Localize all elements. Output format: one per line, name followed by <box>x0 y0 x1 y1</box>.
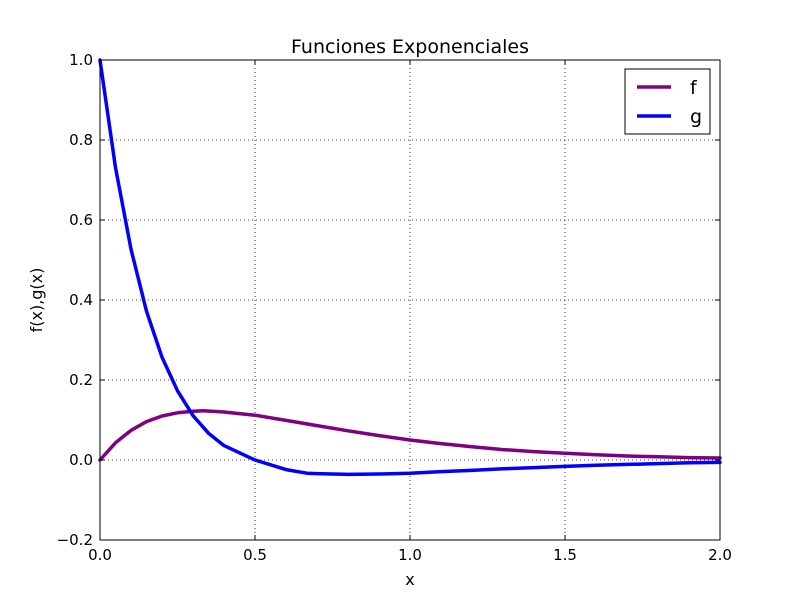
chart-title: Funciones Exponenciales <box>291 36 529 58</box>
series-layer <box>98 58 722 477</box>
y-tick-label: 0.2 <box>69 371 93 389</box>
legend-box <box>624 68 711 135</box>
legend: fg <box>624 68 711 135</box>
series-line-g <box>98 58 722 477</box>
legend-label-g: g <box>690 106 702 128</box>
x-axis-label: x <box>405 570 414 589</box>
y-tick-label: 0.6 <box>69 211 93 229</box>
y-tick-label: 0.4 <box>69 291 93 309</box>
ticks: 0.0 0.5 1.0 1.5 2.0−0.20.00.20.40.60.81.0 <box>57 51 732 564</box>
x-tick-label: 2.0 <box>708 546 732 564</box>
y-tick-label: 0.8 <box>69 131 93 149</box>
series-line-f <box>98 409 722 462</box>
grid <box>100 60 720 540</box>
y-axis-label: f(x),g(x) <box>27 268 46 333</box>
y-tick-label: 0.0 <box>69 451 93 469</box>
y-tick-label: 1.0 <box>69 51 93 69</box>
x-tick-label: 1.5 <box>553 546 577 564</box>
legend-label-f: f <box>690 77 698 99</box>
x-tick-label: 1.0 <box>398 546 422 564</box>
y-tick-label: −0.2 <box>57 531 93 549</box>
x-tick-label: 0.0 <box>88 546 112 564</box>
x-tick-label: 0.5 <box>243 546 267 564</box>
